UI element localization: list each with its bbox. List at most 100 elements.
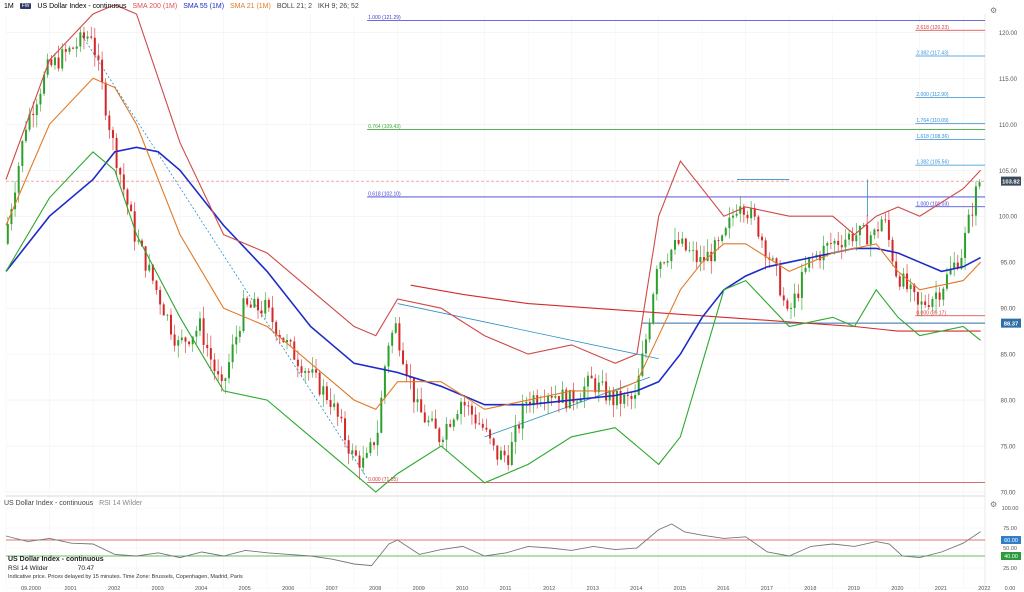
candle-body [695,250,698,263]
candle-body [72,47,75,49]
candle-body [659,262,662,269]
x-tick-label: 2002 [108,586,120,592]
candle-body [97,55,100,60]
candle-body [169,314,172,335]
rsi-settings-gear-icon[interactable]: ⚙ [990,500,998,509]
rsi-instrument-title[interactable]: US Dollar Index - continuous [4,500,94,507]
rsi-header: US Dollar Index - continuous RSI 14 Wild… [4,500,146,507]
candle-body [485,427,488,430]
candle-body [470,405,473,415]
candle-body [151,264,154,281]
indicator-sma21-label[interactable]: SMA 21 (1M) [230,3,271,10]
candle-body [296,359,299,367]
candle-body [126,189,129,205]
indicator-sma55-label[interactable]: SMA 55 (1M) [183,3,225,10]
main-y-tick-label: 120.00 [999,31,1018,37]
candle-body [17,165,20,193]
candle-body [108,115,111,131]
fib-level-label: 1.764 (110.09) [916,118,948,124]
candle-body [242,298,245,332]
trendline [484,376,651,438]
candle-body [311,369,314,373]
candle-body [300,366,303,373]
candle-body [373,442,376,446]
candle-body [188,341,191,345]
rsi-y-tick-label: 75.00 [1003,526,1017,532]
candle-body [666,261,669,263]
candle-body [793,293,796,308]
instrument-title[interactable]: US Dollar Index - continuous [37,3,127,10]
candle-body [21,141,24,166]
candle-body [851,233,854,242]
candle-body [826,243,829,246]
candle-body [445,423,448,440]
fib-level-label: 1.000 (101.03) [916,201,949,207]
candle-body [449,423,452,427]
candle-body [79,32,82,47]
candle-body [405,364,408,377]
candle-body [304,371,307,373]
candle-body [623,394,626,404]
candle-body [492,438,495,446]
candle-body [615,390,618,406]
interval-label[interactable]: 1M [4,3,14,10]
main-y-tick-label: 75.00 [1000,445,1016,451]
candle-body [833,240,836,244]
candle-body [61,49,64,69]
candle-body [945,274,948,289]
info-note: Indicative price. Prices delayed by 15 m… [8,574,243,580]
candle-body [913,284,916,293]
candle-body [177,340,180,346]
candle-body [819,254,822,261]
candle-body [53,57,56,66]
indicator-ikh-label[interactable]: IKH 9; 26; 52 [317,3,359,10]
candle-body [206,344,209,349]
rsi-level-tag-label: 40.00 [1004,554,1018,560]
candle-body [906,273,909,290]
indicator-sma200-label[interactable]: SMA 200 (1M) [132,3,178,10]
x-tick-label: 2010 [456,586,468,592]
candle-body [148,264,151,271]
candle-body [325,386,328,401]
price-tag [1001,176,1021,186]
candle-body [732,215,734,218]
candle-body [619,390,622,404]
rsi-indicator-label[interactable]: RSI 14 Wilder [99,500,143,507]
rsi-y-tick-label: 0.00 [1005,586,1016,592]
indicator-boll-label[interactable]: BOLL 21; 2 [276,3,312,10]
candle-body [953,262,956,269]
candle-body [800,271,803,298]
candle-body [431,418,434,421]
main-y-tick-label: 70.00 [1000,491,1016,497]
candle-body [329,400,332,407]
candle-body [612,391,615,406]
candle-body [162,304,165,316]
price-tag-label: 103.82 [1002,179,1020,185]
candle-body [271,307,274,323]
main-y-tick-label: 90.00 [1000,307,1016,313]
candle-body [111,130,114,138]
sma21-line [5,77,981,410]
candle-body [376,432,379,446]
candle-body [46,59,49,75]
candle-body [496,445,499,460]
candle-body [224,378,227,381]
candle-body [456,414,459,420]
fib-level-label: 0.000 (71.05) [368,477,398,483]
candle-body [655,268,658,295]
main-y-tick-label: 100.00 [999,215,1018,221]
main-y-tick-label: 105.00 [999,169,1018,175]
candle-body [746,214,749,219]
settings-gear-icon[interactable]: ⚙ [990,6,998,15]
candle-body [213,359,216,372]
candle-body [253,298,256,308]
candle-body [753,208,756,217]
candle-body [209,348,212,360]
candle-body [57,57,60,69]
candle-body [673,239,676,250]
candle-body [779,265,782,296]
candle-body [478,423,481,425]
candle-body [710,251,713,262]
x-tick-label: 2008 [369,586,381,592]
candle-body [166,314,169,316]
